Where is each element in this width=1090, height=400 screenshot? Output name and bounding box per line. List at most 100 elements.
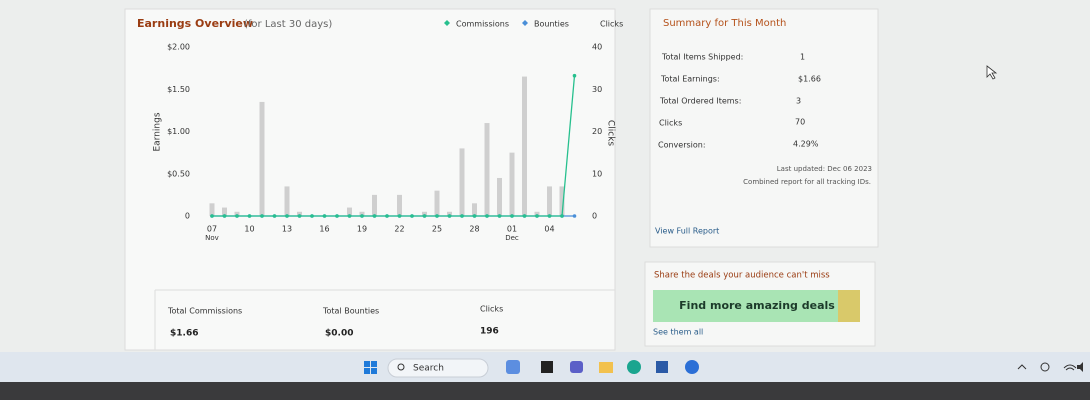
summary-label: Total Items Shipped: (661, 53, 743, 62)
point (435, 214, 439, 218)
point (385, 214, 389, 218)
app-icon[interactable] (685, 360, 699, 374)
bar (434, 190, 440, 216)
x-tick-label: 22 (394, 225, 404, 234)
summary-title: Summary for This Month (663, 18, 786, 29)
point (310, 214, 314, 218)
total-value: 196 (480, 327, 499, 337)
bar (234, 211, 240, 216)
bezel (0, 382, 1090, 400)
x-tick-sublabel: Nov (205, 234, 219, 242)
point (235, 214, 239, 218)
legend-label: Bounties (534, 20, 569, 29)
point (210, 214, 214, 218)
app-icon[interactable] (541, 361, 553, 373)
bar (547, 186, 552, 216)
point (560, 214, 564, 218)
note: Combined report for all tracking IDs. (743, 178, 871, 186)
tray-icon[interactable] (1017, 364, 1027, 370)
app-icon[interactable] (656, 361, 668, 373)
point (247, 214, 252, 218)
legend-label: Clicks (600, 20, 623, 29)
x-tick-label: 10 (244, 225, 254, 234)
point (485, 214, 489, 218)
legend-label: Commissions (456, 20, 509, 29)
y2-tick-label: 0 (592, 212, 597, 221)
bar (372, 194, 377, 216)
bar (459, 148, 465, 216)
tray-icon[interactable] (1063, 364, 1077, 371)
search-label[interactable]: Search (413, 364, 444, 374)
y2-tick-label: 30 (592, 85, 602, 94)
x-tick-label: 25 (432, 225, 442, 234)
bar (209, 203, 215, 216)
y2-axis-title: Clicks (606, 120, 616, 146)
panel-subtitle: (for Last 30 days) (244, 19, 332, 30)
bar (347, 207, 352, 216)
point (460, 214, 464, 218)
summary-value: 70 (795, 118, 805, 127)
y2-tick-label: 40 (592, 43, 602, 52)
earnings-panel (124, 8, 616, 351)
bar (559, 186, 565, 216)
point (522, 214, 527, 218)
total-label: Total Commissions (167, 307, 242, 316)
bar (297, 211, 302, 216)
line (212, 75, 576, 217)
tray-icon[interactable] (1040, 362, 1050, 372)
point (535, 214, 539, 218)
start-button[interactable] (364, 361, 377, 374)
x-tick-label: 28 (469, 225, 479, 234)
button-decoration (838, 290, 860, 322)
app-icon[interactable] (627, 360, 641, 374)
point (372, 214, 377, 218)
x-tick-label: 04 (544, 225, 554, 234)
search-icon (397, 363, 405, 371)
summary-value: 4.29% (793, 140, 819, 149)
tray-icon[interactable] (1077, 362, 1083, 372)
bar (509, 152, 515, 216)
summary-label: Total Earnings: (660, 75, 720, 84)
deals-button-label[interactable]: Find more amazing deals (679, 299, 835, 312)
see-all-link[interactable]: See them all (653, 328, 703, 337)
view-report-link[interactable]: View Full Report (655, 227, 719, 236)
point (572, 73, 577, 78)
bar (397, 194, 402, 216)
cursor (986, 65, 998, 80)
point (472, 214, 477, 218)
bar (472, 203, 477, 216)
y-tick-label: $2.00 (167, 43, 190, 52)
point (360, 214, 364, 218)
point (410, 214, 414, 218)
deals-button[interactable] (653, 290, 860, 322)
summary-label: Conversion: (658, 141, 706, 150)
bar (447, 211, 452, 216)
bar (284, 186, 290, 216)
updated: Last updated: Dec 06 2023 (777, 165, 872, 173)
x-tick-label: 13 (282, 225, 292, 234)
legend-marker (444, 20, 450, 26)
deals-title: Share the deals your audience can't miss (654, 271, 830, 281)
point (510, 214, 514, 218)
total-label: Clicks (480, 305, 503, 314)
point (272, 214, 277, 218)
point (222, 214, 227, 218)
search-box[interactable] (387, 358, 489, 378)
point (547, 214, 552, 218)
total-value: $0.00 (325, 329, 353, 339)
legend-marker (522, 20, 528, 26)
point (297, 214, 302, 218)
summary-panel (649, 8, 879, 248)
x-tick-label: 19 (357, 225, 367, 234)
app-icon[interactable] (570, 361, 583, 373)
summary-label: Clicks (659, 119, 682, 128)
app-icon[interactable] (599, 362, 613, 373)
point (322, 214, 327, 218)
bar (259, 101, 265, 216)
point (447, 214, 452, 218)
x-tick-label: 07 (207, 225, 217, 234)
app-icon[interactable] (506, 360, 520, 374)
